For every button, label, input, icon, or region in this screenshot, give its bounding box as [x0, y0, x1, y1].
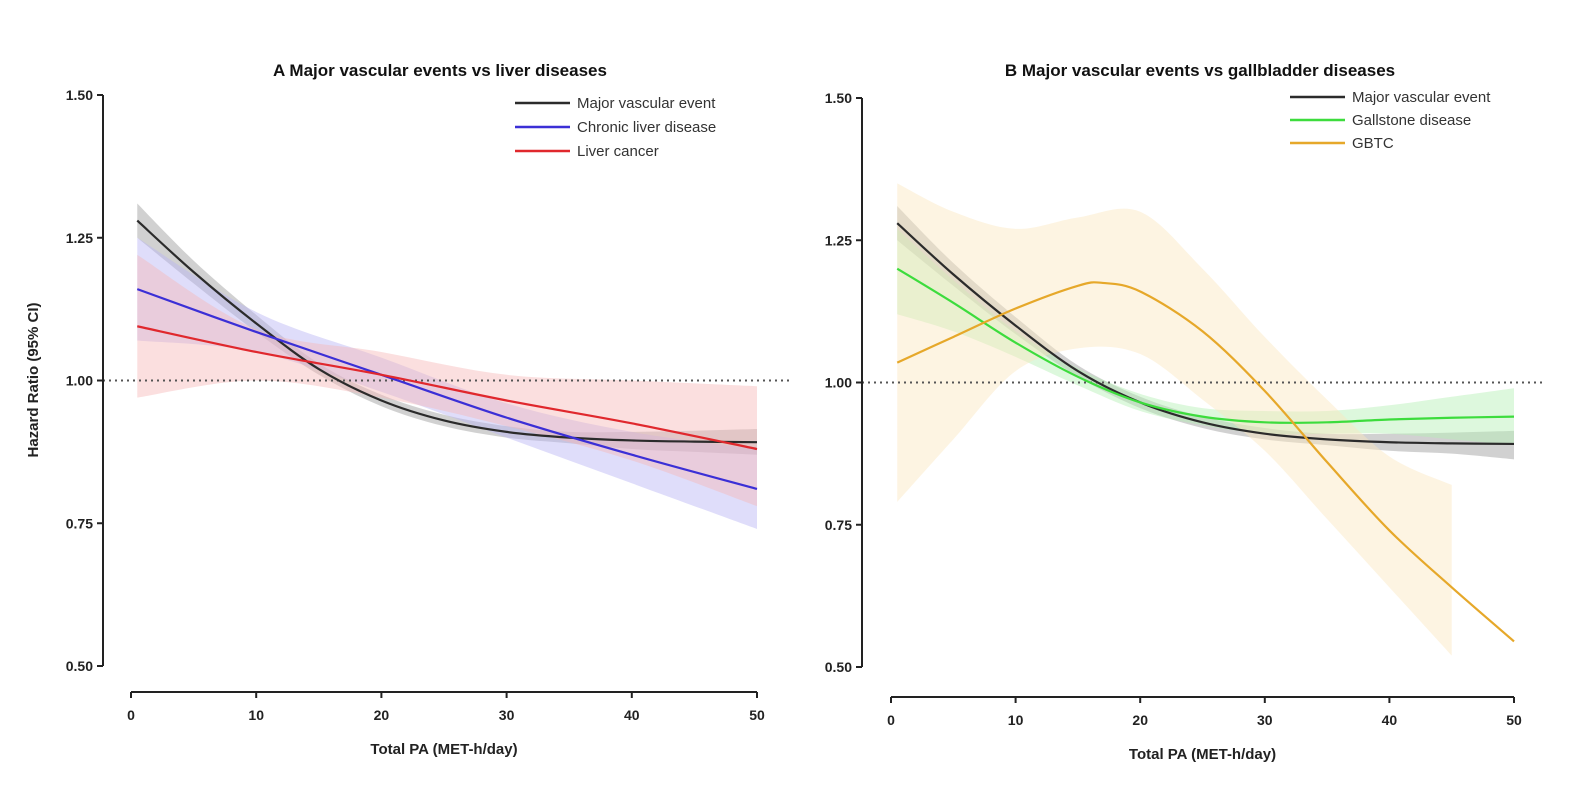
- y-tick-label: 1.25: [825, 232, 852, 248]
- legend-label: Major vascular event: [577, 95, 716, 112]
- series-line-1: [896, 267, 1515, 424]
- x-tick-label: 0: [127, 707, 135, 723]
- y-axis-label: Hazard Ratio (95% CI): [25, 302, 42, 457]
- x-tick-label: 20: [1132, 712, 1148, 728]
- confidence-band-0: [137, 203, 757, 455]
- legend-label: Major vascular event: [1352, 89, 1491, 106]
- legend-label: Liver cancer: [577, 143, 659, 160]
- legend-label: Chronic liver disease: [577, 119, 716, 136]
- confidence-band-1: [137, 237, 757, 529]
- chart-title: A Major vascular events vs liver disease…: [273, 61, 607, 80]
- series-line-1: [136, 288, 758, 491]
- legend-label: GBTC: [1352, 135, 1394, 152]
- x-tick-label: 50: [749, 707, 765, 723]
- y-tick-label: 1.25: [66, 230, 93, 246]
- legend: Major vascular event Chronic liver diseas…: [515, 95, 716, 160]
- y-tick-label: 1.00: [66, 373, 93, 389]
- y-tick-label: 1.00: [825, 375, 852, 391]
- chart-title: B Major vascular events vs gallbladder d…: [1005, 61, 1395, 80]
- chart-panel-b: B Major vascular events vs gallbladder d…: [825, 61, 1545, 763]
- y-tick-label: 0.75: [66, 515, 93, 531]
- x-tick-label: 10: [248, 707, 264, 723]
- x-tick-label: 40: [624, 707, 640, 723]
- x-tick-label: 20: [374, 707, 390, 723]
- x-axis-label: Total PA (MET-h/day): [1129, 746, 1276, 763]
- y-tick-label: 0.75: [825, 517, 852, 533]
- x-tick-label: 30: [1257, 712, 1273, 728]
- series-line-0: [896, 222, 1515, 446]
- confidence-band-0: [897, 206, 1514, 460]
- y-tick-label: 1.50: [66, 87, 93, 103]
- series-line-2: [896, 281, 1515, 643]
- y-tick-label: 1.50: [825, 90, 852, 106]
- legend-label: Gallstone disease: [1352, 112, 1471, 129]
- series-line-2: [137, 325, 758, 451]
- x-tick-label: 0: [887, 712, 895, 728]
- x-tick-label: 30: [499, 707, 515, 723]
- y-tick-label: 0.50: [825, 659, 852, 675]
- confidence-band-1: [897, 228, 1514, 446]
- x-tick-label: 40: [1382, 712, 1398, 728]
- x-tick-label: 10: [1008, 712, 1024, 728]
- confidence-band-2: [137, 254, 757, 507]
- chart-panel-a: A Major vascular events vs liver disease…: [25, 61, 790, 758]
- legend: Major vascular event Gallstone disease GBT…: [1290, 89, 1491, 152]
- y-tick-label: 0.50: [66, 658, 93, 674]
- x-axis-label: Total PA (MET-h/day): [370, 741, 517, 758]
- series-line-0: [136, 219, 758, 444]
- x-tick-label: 50: [1506, 712, 1522, 728]
